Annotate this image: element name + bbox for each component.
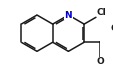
Text: N: N — [64, 11, 72, 20]
Text: Cl: Cl — [96, 8, 105, 17]
Text: Cl: Cl — [109, 24, 113, 33]
Text: O: O — [95, 57, 103, 66]
